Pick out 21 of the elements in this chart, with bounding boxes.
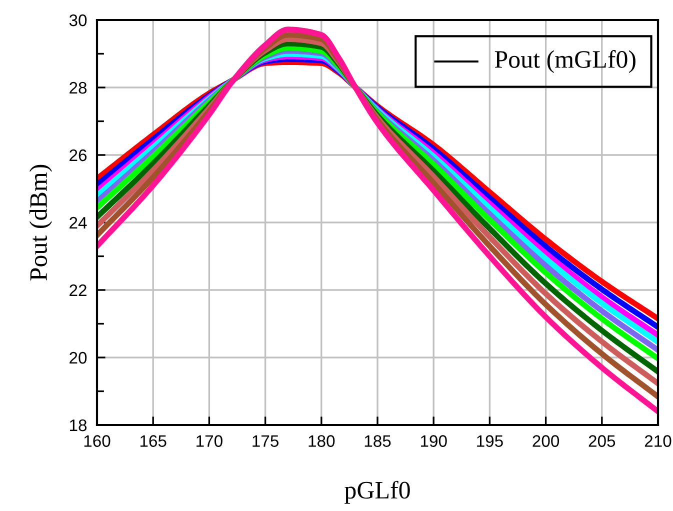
x-tick-label: 160 [84,435,110,447]
x-tick-label: 210 [644,435,672,447]
x-tick-label: 180 [308,435,335,447]
x-tick-label: 205 [588,435,616,447]
annotation: Pout (mGLf0) [494,50,636,73]
y-tick-label: 24 [70,216,87,229]
x-tick-label: 195 [477,435,503,447]
y-tick-label: 28 [70,82,87,94]
x-tick-label: 175 [252,435,279,447]
x-tick-label: 165 [140,435,166,447]
x-tick-label: 185 [364,435,391,447]
y-tick-label: 20 [70,352,87,364]
y-tick-label: 22 [70,284,86,296]
y-tick-label: 30 [69,14,87,26]
y-tick-label: 26 [70,149,87,162]
x-tick-label: 190 [420,435,447,447]
y-tick-label: 18 [70,419,87,432]
y-axis-title: Pout (dBm) [29,164,52,280]
x-tick-label: 170 [196,435,222,447]
x-axis-title: pGLf0 [344,480,410,504]
x-tick-label: 200 [532,435,560,447]
